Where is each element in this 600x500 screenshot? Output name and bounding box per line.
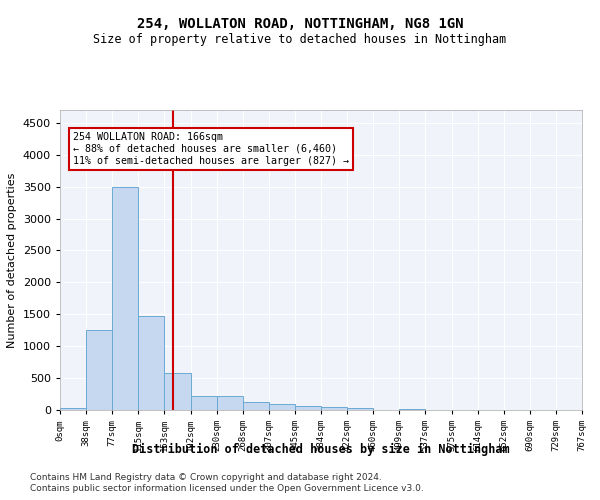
Bar bbox=[295, 406, 321, 410]
Bar bbox=[112, 186, 139, 410]
Bar bbox=[164, 373, 191, 410]
Bar bbox=[139, 316, 164, 410]
Bar bbox=[269, 404, 295, 410]
Bar bbox=[321, 408, 347, 410]
Bar bbox=[217, 396, 243, 410]
Y-axis label: Number of detached properties: Number of detached properties bbox=[7, 172, 17, 348]
Bar bbox=[191, 396, 217, 410]
Bar bbox=[86, 330, 112, 410]
Text: Contains public sector information licensed under the Open Government Licence v3: Contains public sector information licen… bbox=[30, 484, 424, 493]
Text: Contains HM Land Registry data © Crown copyright and database right 2024.: Contains HM Land Registry data © Crown c… bbox=[30, 472, 382, 482]
Text: 254 WOLLATON ROAD: 166sqm
← 88% of detached houses are smaller (6,460)
11% of se: 254 WOLLATON ROAD: 166sqm ← 88% of detac… bbox=[73, 132, 349, 166]
Bar bbox=[243, 402, 269, 410]
Bar bbox=[347, 408, 373, 410]
Text: Size of property relative to detached houses in Nottingham: Size of property relative to detached ho… bbox=[94, 32, 506, 46]
Text: 254, WOLLATON ROAD, NOTTINGHAM, NG8 1GN: 254, WOLLATON ROAD, NOTTINGHAM, NG8 1GN bbox=[137, 18, 463, 32]
Text: Distribution of detached houses by size in Nottingham: Distribution of detached houses by size … bbox=[132, 442, 510, 456]
Bar bbox=[60, 408, 86, 410]
